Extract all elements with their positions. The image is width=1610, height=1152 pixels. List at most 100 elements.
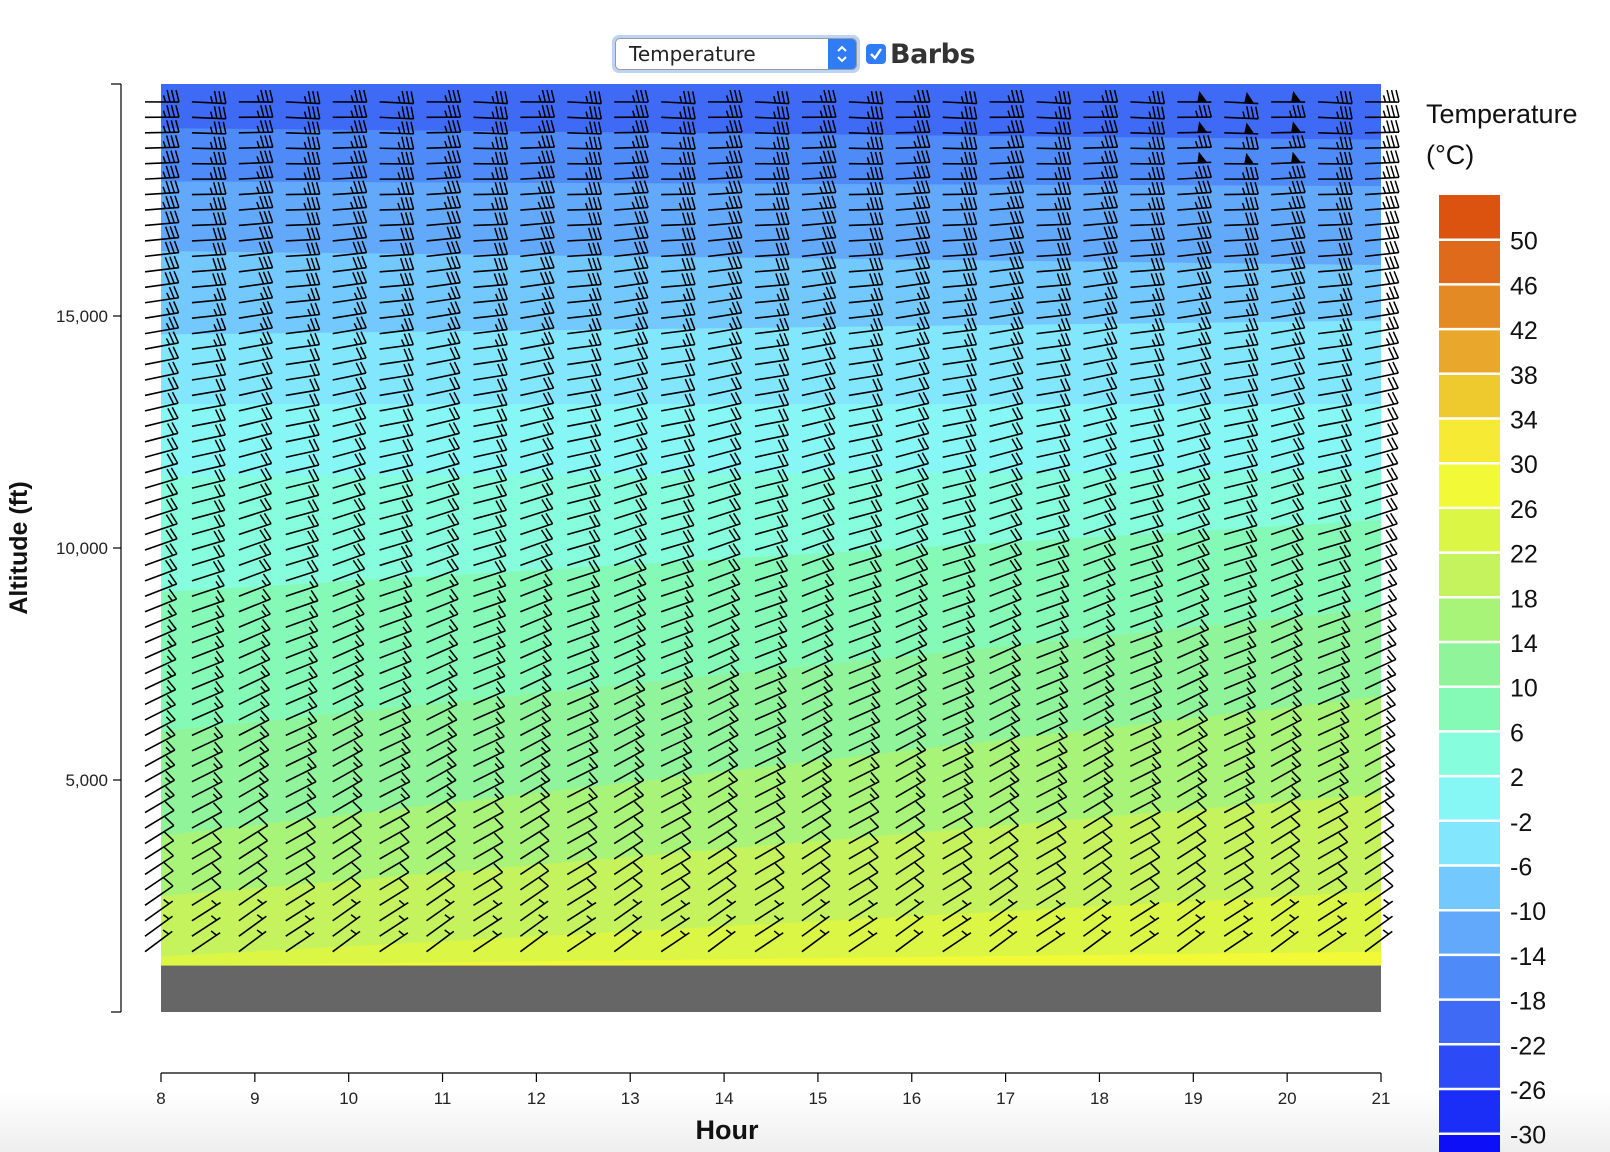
wind-barb	[332, 770, 363, 798]
wind-barb	[1223, 605, 1257, 628]
wind-barb	[238, 543, 272, 567]
wind-barb	[989, 543, 1023, 567]
wind-barb	[1177, 528, 1211, 551]
x-tick-label: 16	[902, 1089, 921, 1108]
wind-barb	[1224, 106, 1259, 120]
wind-barb	[473, 378, 508, 397]
barbs-checkbox[interactable]	[866, 44, 886, 64]
wind-barb	[426, 286, 461, 304]
wind-barb	[1364, 543, 1398, 567]
wind-barb	[285, 468, 320, 489]
wind-barb	[942, 453, 977, 474]
wind-barb	[1224, 438, 1259, 459]
wind-barb	[238, 877, 268, 906]
wind-barb	[1036, 771, 1068, 798]
wind-barb	[1317, 589, 1351, 613]
wind-barb	[238, 467, 273, 489]
wind-barb	[332, 120, 368, 134]
legend-swatch	[1439, 776, 1500, 821]
wind-barb	[520, 543, 553, 567]
wind-barb	[1083, 195, 1119, 211]
wind-barb	[144, 618, 177, 644]
wind-barb	[191, 787, 223, 814]
wind-barb	[1036, 620, 1070, 644]
wind-barb	[989, 618, 1022, 644]
wind-barb	[801, 301, 837, 319]
wind-barb	[661, 363, 696, 381]
wind-barb	[1317, 802, 1349, 829]
wind-barb	[332, 104, 368, 119]
wind-barb	[801, 785, 832, 814]
wind-barb	[238, 816, 269, 845]
wind-barb	[801, 422, 836, 443]
wind-barb	[942, 574, 976, 598]
wind-barb	[1317, 317, 1353, 335]
wind-barb	[707, 406, 742, 428]
wind-barb	[801, 165, 837, 180]
wind-barb	[801, 180, 837, 196]
wind-barb	[1224, 257, 1259, 273]
wind-barb	[285, 423, 320, 443]
wind-barb	[144, 710, 176, 737]
wind-barb	[613, 929, 642, 953]
wind-barb	[1318, 197, 1353, 211]
wind-barb	[379, 832, 410, 860]
wind-barb	[191, 514, 226, 536]
wind-barb	[379, 151, 415, 165]
wind-barb	[426, 740, 457, 767]
wind-barb	[614, 255, 649, 273]
wind-barb	[801, 573, 835, 598]
wind-barb	[942, 756, 974, 783]
wind-barb	[379, 680, 412, 706]
wind-barb	[1130, 197, 1166, 211]
wind-barb	[144, 862, 174, 891]
wind-barb	[801, 467, 836, 489]
wind-barb	[1318, 181, 1353, 196]
wind-barb	[1223, 756, 1256, 783]
wind-barb	[754, 650, 788, 675]
wind-barb	[144, 679, 177, 706]
wind-barb	[238, 286, 274, 304]
wind-barb	[707, 846, 738, 876]
wind-barb	[520, 120, 556, 134]
wind-barb	[379, 878, 410, 907]
wind-barb	[473, 499, 507, 520]
legend-label: 10	[1510, 675, 1538, 703]
wind-barb	[801, 316, 837, 335]
barbs-checkbox-label[interactable]: Barbs	[890, 38, 976, 70]
variable-select[interactable]: Temperature	[615, 38, 857, 70]
wind-barb	[1317, 393, 1353, 412]
wind-barb	[379, 423, 414, 443]
wind-barb	[1317, 711, 1350, 737]
wind-barb	[707, 497, 742, 520]
wind-barb	[285, 499, 320, 520]
wind-barb	[191, 817, 223, 845]
wind-barb	[1364, 740, 1396, 767]
wind-barb	[1224, 181, 1259, 196]
wind-barb	[520, 104, 556, 119]
wind-barb	[1224, 378, 1259, 397]
wind-barb	[285, 227, 321, 242]
wind-barb	[473, 393, 508, 412]
wind-barb	[1083, 89, 1119, 103]
wind-barb	[520, 150, 556, 165]
wind-barb	[567, 257, 602, 273]
wind-barb	[1318, 227, 1353, 242]
wind-barb	[1083, 346, 1118, 366]
wind-barb	[1083, 437, 1117, 459]
wind-barb	[144, 846, 174, 876]
wind-barb	[1176, 801, 1207, 829]
wind-barb	[848, 726, 881, 752]
wind-barb	[520, 422, 554, 443]
wind-barb	[520, 225, 555, 242]
wind-barb	[801, 346, 836, 366]
wind-barb	[1271, 240, 1306, 258]
wind-barb	[895, 331, 930, 350]
wind-barb	[1177, 240, 1212, 258]
wind-barb	[191, 620, 225, 644]
wind-barb	[707, 467, 742, 489]
wind-barb	[1036, 302, 1072, 319]
wind-barb	[613, 573, 647, 598]
wind-barb	[1036, 242, 1072, 258]
